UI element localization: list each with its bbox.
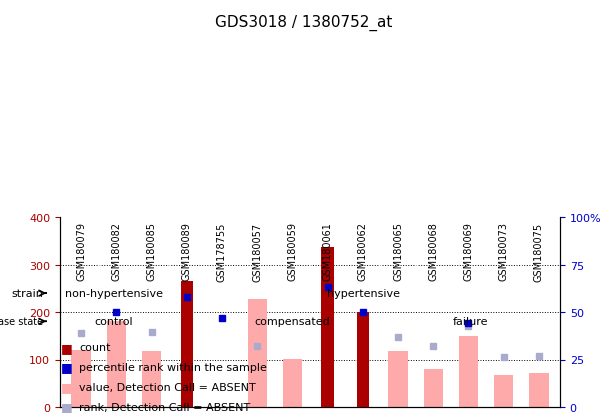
- Text: GSM180062: GSM180062: [358, 222, 368, 281]
- Text: disease state: disease state: [0, 316, 43, 327]
- Text: GSM180089: GSM180089: [182, 222, 192, 280]
- Text: GSM180065: GSM180065: [393, 222, 403, 281]
- Text: GSM180068: GSM180068: [428, 222, 438, 280]
- Text: GSM178755: GSM178755: [217, 222, 227, 281]
- Text: percentile rank within the sample: percentile rank within the sample: [79, 362, 267, 372]
- Bar: [72, 350, 91, 407]
- Bar: [529, 373, 548, 407]
- Text: GDS3018 / 1380752_at: GDS3018 / 1380752_at: [215, 14, 393, 31]
- Bar: [459, 336, 478, 407]
- Text: strain: strain: [12, 288, 43, 299]
- Text: GSM180073: GSM180073: [499, 222, 509, 281]
- Text: value, Detection Call = ABSENT: value, Detection Call = ABSENT: [79, 382, 256, 392]
- Text: ■: ■: [61, 361, 72, 374]
- Text: ■: ■: [61, 400, 72, 413]
- Bar: [283, 358, 302, 407]
- Bar: [357, 312, 369, 407]
- Text: GSM180061: GSM180061: [323, 222, 333, 280]
- Text: non-hypertensive: non-hypertensive: [64, 288, 162, 299]
- Bar: [142, 351, 161, 407]
- Bar: [494, 375, 513, 407]
- Text: count: count: [79, 342, 111, 352]
- Text: control: control: [94, 316, 133, 327]
- Text: hypertensive: hypertensive: [327, 288, 400, 299]
- Text: ■: ■: [61, 380, 72, 394]
- Text: GSM180082: GSM180082: [111, 222, 122, 281]
- Text: GSM180075: GSM180075: [534, 222, 544, 281]
- Bar: [424, 369, 443, 407]
- Text: GSM180057: GSM180057: [252, 222, 262, 281]
- Text: compensated: compensated: [254, 316, 330, 327]
- Text: GSM180059: GSM180059: [288, 222, 297, 281]
- Bar: [322, 247, 334, 407]
- Bar: [389, 351, 408, 407]
- Text: GSM180085: GSM180085: [147, 222, 156, 281]
- Text: rank, Detection Call = ABSENT: rank, Detection Call = ABSENT: [79, 402, 250, 412]
- Text: failure: failure: [453, 316, 488, 327]
- Text: GSM180069: GSM180069: [463, 222, 474, 280]
- Text: ■: ■: [61, 341, 72, 354]
- Bar: [181, 281, 193, 407]
- Bar: [106, 321, 126, 407]
- Bar: [247, 299, 267, 407]
- Text: GSM180079: GSM180079: [76, 222, 86, 281]
